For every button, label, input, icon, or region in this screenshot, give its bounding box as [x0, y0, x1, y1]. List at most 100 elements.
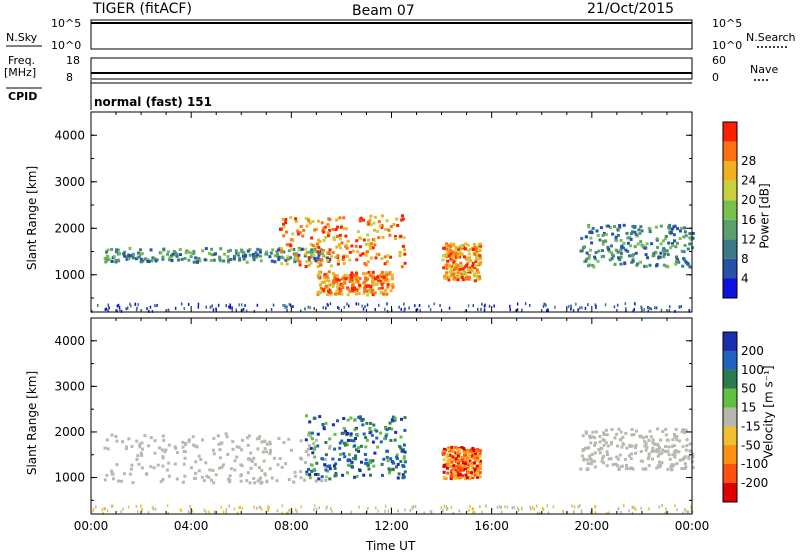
power-echo-cell — [125, 257, 129, 261]
power-noise-cell — [231, 309, 233, 312]
power-echo-cell — [179, 253, 182, 257]
power-noise-cell — [481, 302, 483, 306]
power-echo-cell — [608, 258, 612, 262]
power-echo-cell — [304, 216, 308, 220]
velocity-echo-cell — [318, 415, 322, 419]
velocity-echo-cell — [589, 458, 593, 462]
velocity-echo-cell — [349, 416, 353, 420]
power-noise-cell — [116, 309, 119, 313]
power-colorbar-segment — [723, 122, 737, 142]
velocity-echo-cell — [328, 437, 332, 441]
power-echo-cell — [378, 224, 382, 228]
power-echo-cell — [284, 218, 288, 221]
power-echo-cell — [115, 248, 119, 252]
velocity-echo-cell — [656, 464, 660, 468]
velocity-echo-cell — [262, 459, 266, 463]
power-echo-cell — [667, 225, 671, 229]
power-noise-cell — [674, 309, 676, 313]
power-echo-cell — [282, 250, 286, 254]
velocity-echo-cell — [628, 467, 632, 471]
velocity-noise-cell — [267, 508, 269, 512]
velocity-noise-cell — [189, 504, 191, 508]
velocity-echo-cell — [349, 434, 353, 438]
velocity-echo-cell — [323, 463, 327, 467]
velocity-echo-cell — [628, 444, 632, 448]
power-echo-cell — [598, 238, 602, 242]
power-echo-cell — [380, 226, 384, 229]
power-echo-cell — [287, 249, 291, 253]
power-echo-cell — [171, 252, 175, 256]
power-echo-cell — [606, 224, 610, 228]
velocity-echo-cell — [231, 447, 235, 451]
power-noise-cell — [483, 308, 486, 312]
power-echo-cell — [587, 225, 591, 229]
velocity-echo-cell — [691, 466, 695, 470]
velocity-echo-cell — [205, 474, 209, 478]
power-echo-cell — [451, 254, 455, 258]
velocity-echo-cell — [685, 444, 689, 448]
power-echo-cell — [597, 249, 601, 253]
velocity-noise-cell — [387, 509, 390, 513]
velocity-echo-cell — [443, 451, 446, 455]
velocity-echo-cell — [229, 467, 233, 471]
power-noise-cell — [678, 305, 681, 309]
power-noise-cell — [624, 302, 627, 306]
velocity-echo-cell — [469, 461, 473, 465]
velocity-echo-cell — [666, 449, 670, 453]
power-echo-cell — [622, 223, 626, 227]
power-echo-cell — [166, 250, 170, 254]
power-echo-cell — [476, 262, 480, 265]
power-noise-cell — [229, 306, 232, 310]
power-echo-cell — [334, 228, 338, 232]
power-echo-cell — [446, 259, 450, 263]
velocity-echo-cell — [263, 472, 267, 476]
power-echo-cell — [335, 280, 339, 284]
velocity-echo-cell — [316, 473, 320, 476]
power-noise-cell — [668, 309, 671, 312]
power-echo-cell — [318, 240, 322, 243]
velocity-echo-cell — [358, 415, 362, 419]
power-echo-cell — [449, 249, 453, 253]
power-echo-cell — [235, 251, 239, 255]
power-noise-cell — [680, 305, 682, 309]
power-echo-cell — [629, 244, 632, 248]
velocity-echo-cell — [668, 457, 672, 461]
velocity-echo-cell — [182, 462, 186, 466]
power-colorbar-tick-label: 28 — [741, 154, 756, 168]
power-noise-cell — [146, 307, 148, 311]
velocity-echo-cell — [260, 440, 264, 444]
power-echo-cell — [168, 255, 172, 259]
power-echo-cell — [385, 219, 389, 223]
power-echo-cell — [332, 279, 336, 283]
power-echo-cell — [309, 261, 313, 265]
freq-tick-bottom: 8 — [66, 71, 73, 84]
velocity-echo-cell — [657, 449, 661, 453]
velocity-echo-cell — [342, 417, 346, 420]
velocity-echo-cell — [292, 480, 296, 484]
power-echo-cell — [311, 244, 315, 248]
power-noise-cell — [284, 305, 286, 309]
power-echo-cell — [317, 245, 321, 249]
power-echo-cell — [368, 290, 371, 294]
velocity-noise-cell — [539, 511, 541, 515]
velocity-noise-cell — [225, 510, 227, 514]
velocity-echo-cell — [396, 476, 400, 480]
velocity-noise-cell — [517, 508, 520, 512]
velocity-noise-cell — [445, 505, 448, 509]
power-noise-cell — [118, 306, 121, 309]
velocity-noise-cell — [676, 508, 678, 512]
power-echo-cell — [194, 256, 198, 260]
velocity-echo-cell — [300, 457, 304, 461]
velocity-echo-cell — [625, 446, 629, 450]
nsearch-tick-bottom: 10^0 — [712, 39, 743, 52]
power-echo-cell — [650, 242, 654, 246]
power-echo-cell — [674, 262, 678, 266]
power-echo-cell — [457, 250, 461, 254]
power-echo-cell — [450, 258, 454, 262]
power-echo-cell — [590, 231, 594, 235]
power-noise-cell — [542, 304, 545, 308]
velocity-echo-cell — [606, 453, 609, 457]
velocity-noise-cell — [412, 505, 415, 509]
power-echo-cell — [351, 283, 355, 287]
velocity-noise-cell — [498, 505, 501, 509]
